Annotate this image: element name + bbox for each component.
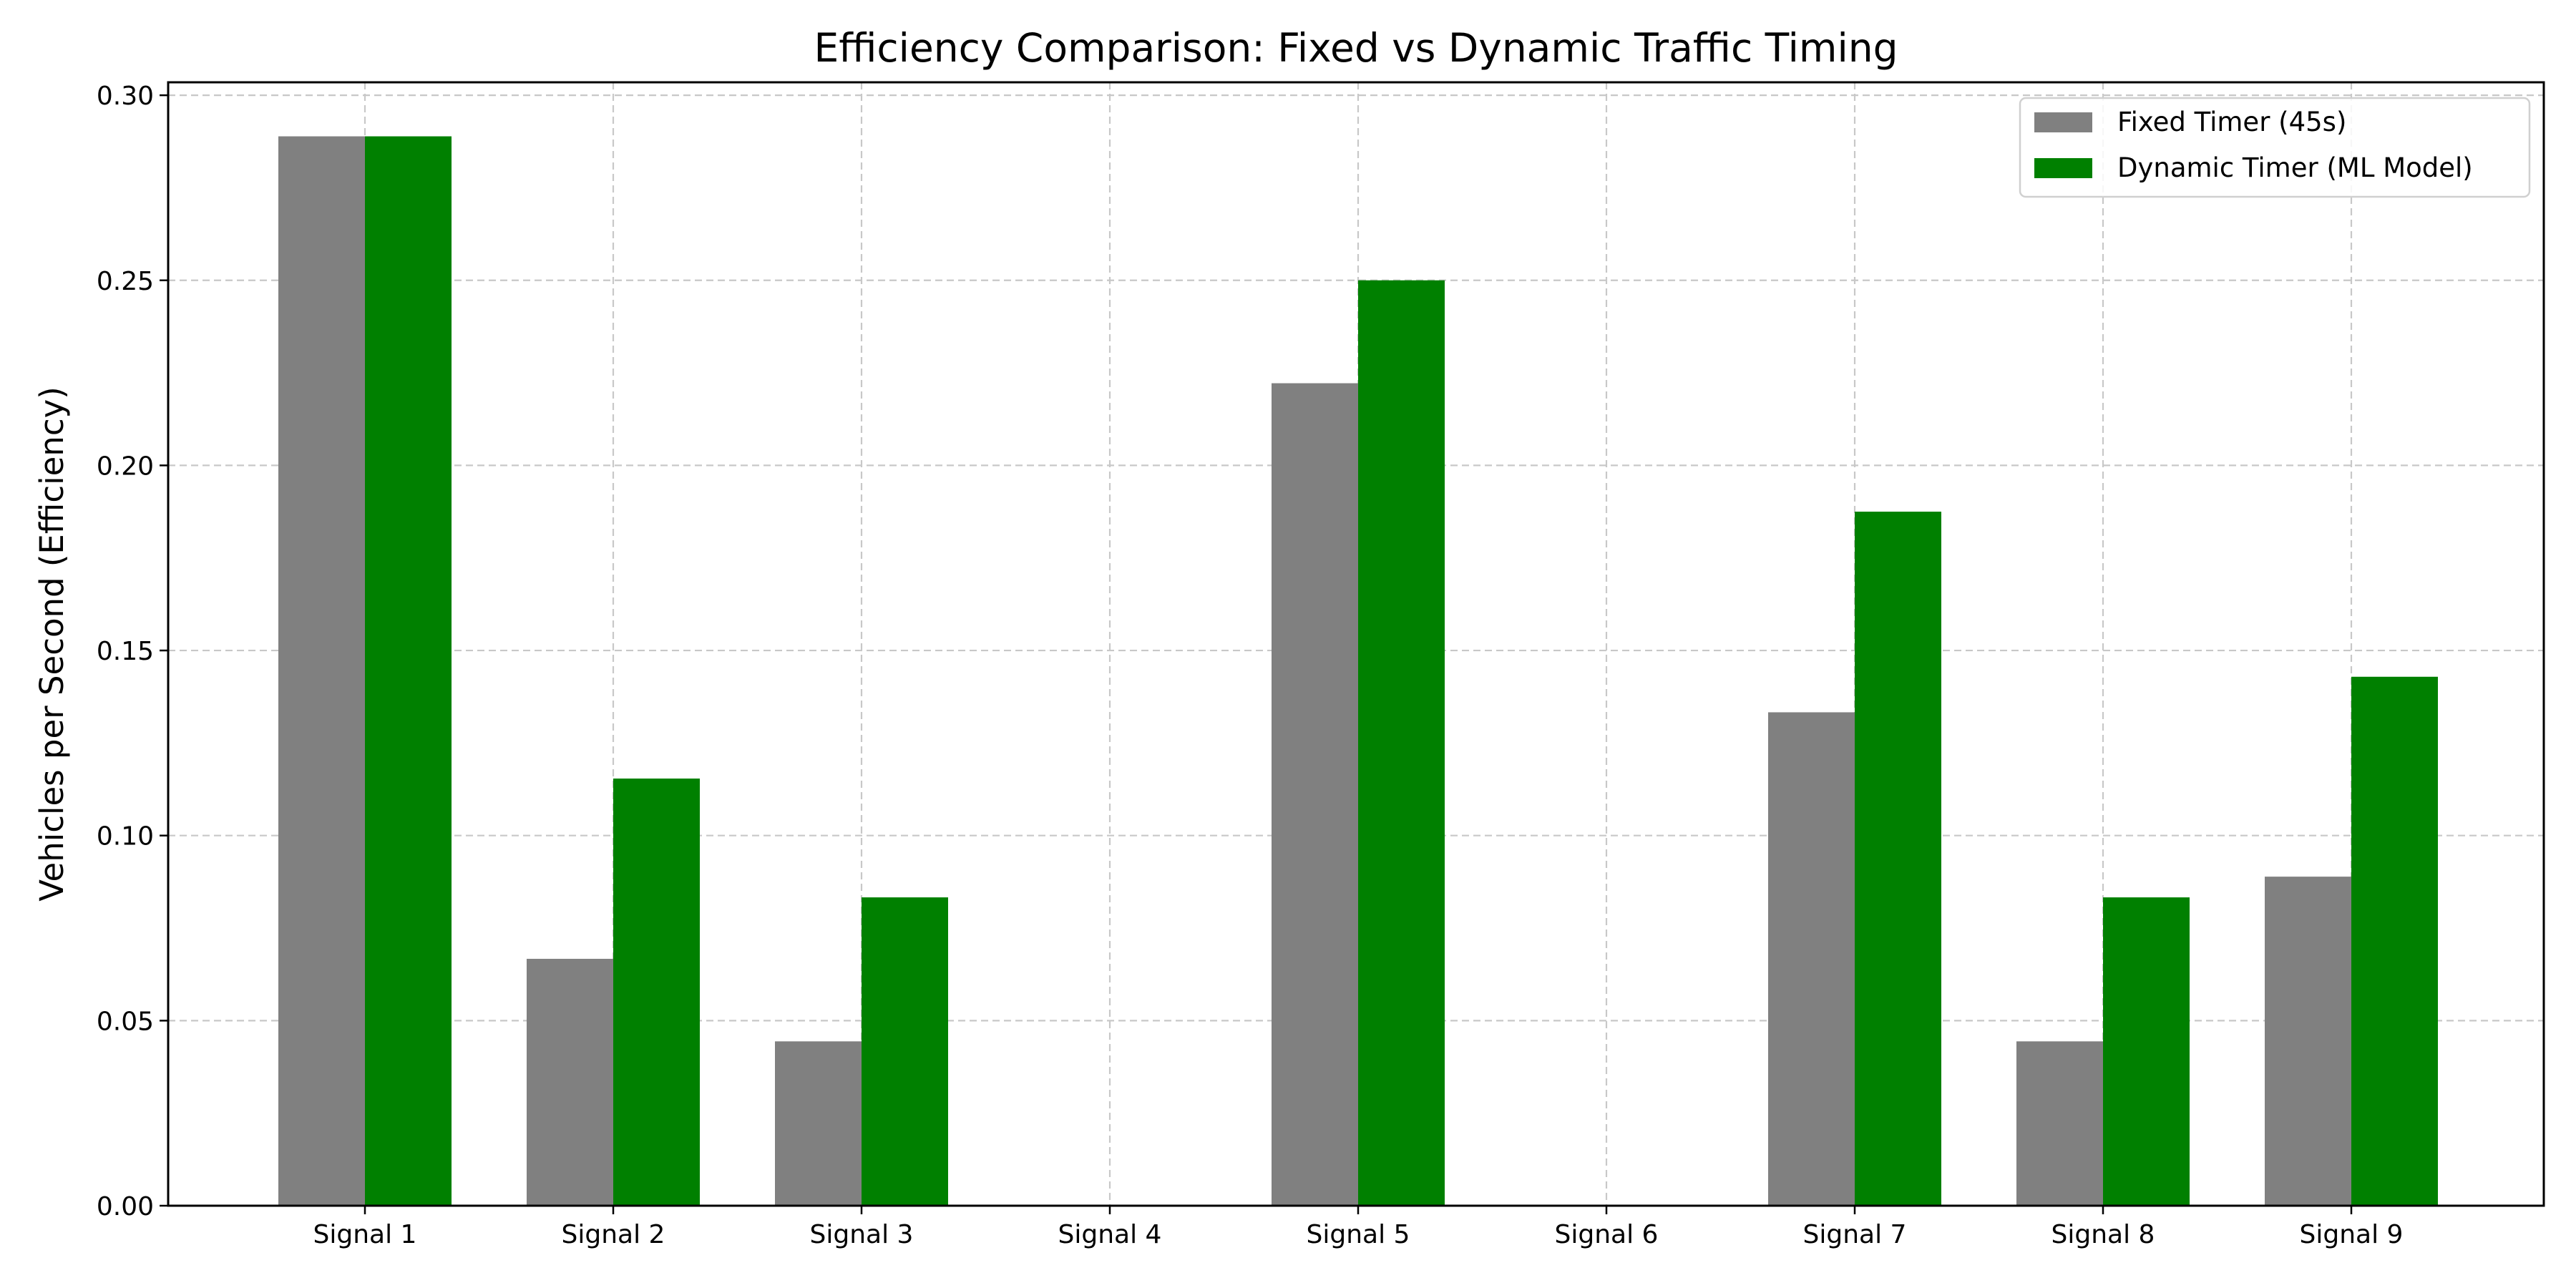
x-tick-label: Signal 6 [1555, 1220, 1659, 1249]
x-tick-label: Signal 3 [810, 1220, 914, 1249]
bar-dynamic-8 [2103, 897, 2190, 1206]
y-axis-title: Vehicles per Second (Efficiency) [33, 386, 71, 902]
y-tick-label: 0.20 [97, 452, 154, 481]
bar-dynamic-1 [365, 136, 452, 1206]
y-tick-label: 0.30 [97, 82, 154, 111]
bar-fixed-3 [775, 1041, 862, 1206]
bar-dynamic-2 [613, 779, 700, 1206]
x-tick-label: Signal 7 [1803, 1220, 1907, 1249]
y-tick-label: 0.00 [97, 1192, 154, 1221]
bar-dynamic-9 [2351, 676, 2438, 1206]
y-tick-label: 0.25 [97, 267, 154, 296]
bar-dynamic-3 [862, 897, 948, 1206]
x-tick-label: Signal 8 [2051, 1220, 2155, 1249]
x-tick-label: Signal 9 [2300, 1220, 2404, 1249]
bar-fixed-8 [2016, 1041, 2103, 1206]
bar-dynamic-7 [1855, 512, 1941, 1206]
legend-label-fixed: Fixed Timer (45s) [2117, 107, 2346, 137]
legend: Fixed Timer (45s) Dynamic Timer (ML Model… [2019, 97, 2531, 198]
y-tick-label: 0.05 [97, 1007, 154, 1036]
legend-box [2019, 97, 2531, 198]
legend-swatch-dynamic [2034, 158, 2092, 178]
ticks-layer: 0.00 0.05 0.10 0.15 0.20 0.25 0.30 Signal 1 Sign… [97, 82, 2404, 1249]
bar-fixed-2 [527, 958, 613, 1206]
bar-fixed-9 [2265, 877, 2351, 1206]
x-tick-label: Signal 4 [1058, 1220, 1162, 1249]
legend-swatch-fixed [2034, 112, 2092, 132]
chart-title: Efficiency Comparison: Fixed vs Dynamic … [814, 25, 1898, 71]
legend-label-dynamic: Dynamic Timer (ML Model) [2117, 152, 2473, 183]
bar-dynamic-5 [1358, 280, 1445, 1206]
y-tick-label: 0.10 [97, 822, 154, 852]
bar-fixed-1 [278, 136, 365, 1206]
plot-frame [167, 81, 2545, 1207]
bar-fixed-7 [1768, 712, 1855, 1206]
bar-fixed-5 [1272, 383, 1358, 1206]
bars-layer [278, 136, 2438, 1206]
x-tick-label: Signal 5 [1307, 1220, 1410, 1249]
x-tick-label: Signal 1 [313, 1220, 417, 1249]
y-tick-label: 0.15 [97, 637, 154, 666]
x-tick-label: Signal 2 [562, 1220, 665, 1249]
